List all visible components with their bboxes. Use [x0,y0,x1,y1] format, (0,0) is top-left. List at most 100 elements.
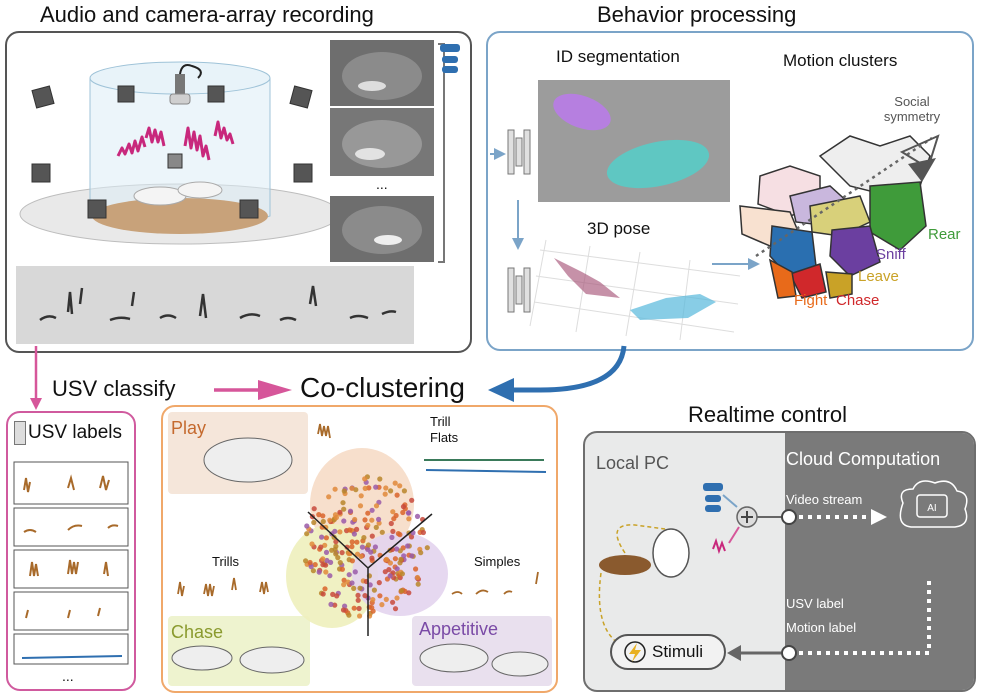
scatter-point [323,549,330,555]
scatter-point [382,491,388,497]
scatter-point [394,595,400,601]
usv-labels-panel [6,411,136,691]
scatter-point [369,533,375,539]
scatter-point [379,602,385,608]
scatter-point [359,544,365,550]
appetitive-label: Appetitive [419,619,499,639]
usv-label-card [13,591,129,631]
scatter-point [332,512,339,518]
scatter-point [323,535,329,541]
cluster-label-rear: Rear [928,226,961,243]
scatter-point [376,516,382,522]
scatter-point [320,591,326,597]
scatter-point [332,528,338,534]
scatter-point [376,580,382,586]
scatter-point [319,534,325,540]
behavior-illustration [490,80,940,341]
pose-grid [529,239,741,341]
scatter-point [365,522,371,528]
scatter-point [341,518,347,524]
scatter-point [340,500,346,506]
usv-classify-label: USV classify [52,376,176,401]
scatter-point [316,569,322,575]
realtime-illustration: AI [598,480,968,670]
scatter-point [398,588,404,594]
scatter-point [346,612,352,618]
frames-ellipsis: ... [376,176,388,192]
scatter-point [394,566,400,572]
scatter-point [309,541,315,547]
scatter-point [351,585,357,591]
scatter-point [347,527,353,533]
scatter-point [415,581,421,587]
title-recording: Audio and camera-array recording [40,2,374,27]
scatter-point [320,518,326,525]
coclustering-illustration [168,412,552,686]
simples-label: Simples [474,554,521,569]
scatter-point [372,544,378,550]
camera-icon [207,85,225,103]
scatter-point [394,546,400,552]
scatter-point [341,577,347,583]
scatter-point [328,601,334,607]
scatter-point [383,485,389,491]
scatter-point [362,485,368,491]
usv-label-card [13,633,129,665]
usv-label-text: USV label [786,596,844,611]
pose-rat-1 [554,258,620,298]
scatter-point [398,556,404,562]
cloud-computation-label: Cloud Computation [786,449,941,469]
neural-net-icon [507,129,531,175]
scatter-point [414,513,421,519]
scatter-point [390,509,396,515]
play-label: Play [171,418,207,438]
lightning-icon [624,641,646,663]
label-node [781,645,797,661]
pose-3d-label: 3D pose [587,219,651,238]
scatter-point [320,556,326,562]
scatter-point [352,569,358,575]
symmetry-triangle [899,134,940,170]
scatter-point [316,512,322,518]
scatter-point [373,503,380,509]
scatter-point [390,599,396,605]
scatter-point [394,492,400,498]
camera-stack-icon [703,483,723,512]
scatter-point [347,508,354,514]
social-symmetry-label: Social symmetry [883,94,941,124]
scatter-point [354,551,361,557]
scatter-point [392,556,398,562]
scatter-point [346,572,352,578]
scatter-point [339,566,345,572]
scatter-point [328,559,334,565]
scatter-point [371,587,377,593]
flats-label: Flats [430,430,459,445]
scatter-point [304,531,310,537]
camera-icon [289,85,313,109]
usv-label-stack [13,461,129,665]
scatter-point [334,593,340,599]
scatter-point [367,582,373,588]
rat-white-icon [652,528,690,578]
scatter-point [322,586,328,592]
scatter-point [355,592,361,598]
camera-icon [239,199,259,219]
cluster-label-chase: Chase [836,292,880,309]
scatter-point [358,493,364,499]
title-realtime: Realtime control [688,402,847,427]
scatter-point [409,497,415,503]
scatter-point [387,560,393,566]
scatter-point [349,485,355,491]
scatter-point [414,574,421,581]
scatter-point [418,550,424,556]
rat-illustration [171,645,233,671]
scatter-point [406,516,412,522]
scatter-point [369,507,375,513]
neural-net-icon [14,421,26,445]
scatter-point [369,555,375,561]
scatter-point [362,593,368,599]
scatter-point [351,605,357,611]
scatter-point [369,517,375,523]
scatter-point [344,544,350,550]
motion-label-text: Motion label [786,620,857,635]
